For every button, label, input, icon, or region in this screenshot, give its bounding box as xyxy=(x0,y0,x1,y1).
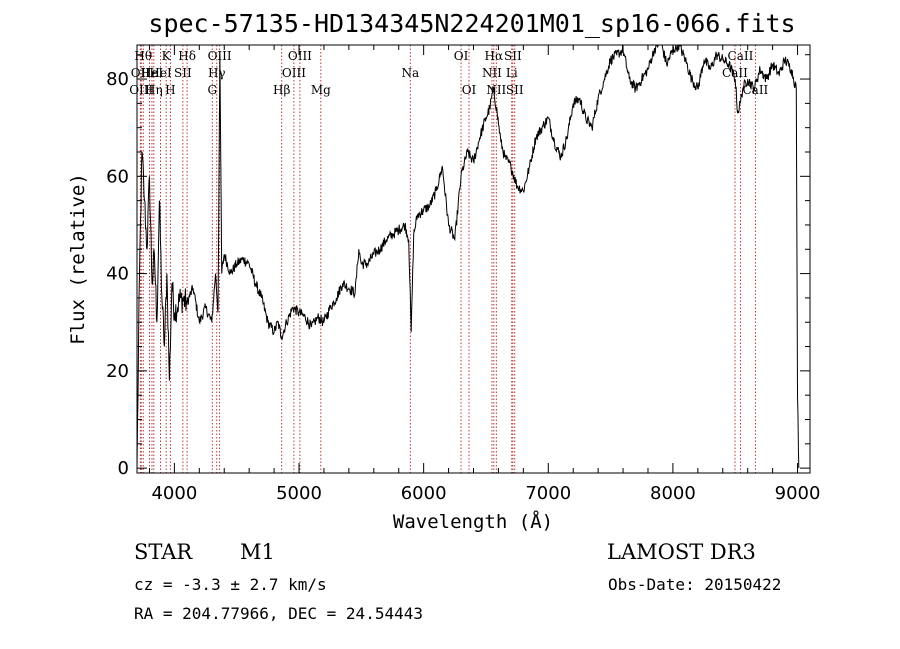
spectral-line-label: Hβ xyxy=(273,83,290,97)
x-axis-label: Wavelength (Å) xyxy=(393,510,553,533)
spectral-line-label: Li xyxy=(506,66,518,80)
y-tick-label: 80 xyxy=(106,69,129,90)
x-axis: 4000 5000 6000 7000 8000 9000 xyxy=(148,45,821,504)
x-tick-label: 9000 xyxy=(775,483,821,504)
spectral-line-label: HeI xyxy=(149,66,172,80)
y-tick-label: 60 xyxy=(106,166,129,187)
spectral-line-label: SII xyxy=(174,66,192,80)
y-tick-label: 20 xyxy=(106,361,129,382)
redshift-velocity: cz = -3.3 ± 2.7 km/s xyxy=(134,575,327,594)
spectral-line-label: K xyxy=(162,49,172,63)
spectrum-line xyxy=(136,44,800,469)
spectral-line-label: SII xyxy=(504,49,522,63)
spectral-line-label: Hε xyxy=(141,66,158,80)
spectral-line-label: NII xyxy=(482,66,502,80)
spectral-line-label: NII xyxy=(486,83,506,97)
observation-date: Obs-Date: 20150422 xyxy=(608,575,781,594)
x-tick-label: 6000 xyxy=(401,483,447,504)
spectral-line-label: CaII xyxy=(742,83,768,97)
x-tick-label: 8000 xyxy=(650,483,696,504)
spectral-line-label: CaII xyxy=(728,49,754,63)
spectral-line-label: SII xyxy=(506,83,524,97)
plot-area: 4000 5000 6000 7000 8000 9000 0 20 40 60 80 Hθ OII… xyxy=(106,44,821,504)
spectral-line-label: OIII xyxy=(208,49,232,63)
spectral-line-label: Hγ xyxy=(208,66,226,80)
spectral-line-label: OI xyxy=(462,83,477,97)
spectral-line-label: Na xyxy=(401,66,419,80)
spectral-line-label: Hδ xyxy=(178,49,196,63)
spectral-line-label: CaII xyxy=(722,66,748,80)
spectral-line-label: Hα xyxy=(485,49,504,63)
spectral-line-label: OII xyxy=(131,66,151,80)
object-subclass: M1 xyxy=(240,540,275,564)
survey-name: LAMOST DR3 xyxy=(607,540,756,564)
spectral-line-label: Hη xyxy=(145,83,163,97)
x-tick-label: 4000 xyxy=(151,483,197,504)
spectral-line-markers xyxy=(139,45,756,473)
chart-title: spec-57135-HD134345N224201M01_sp16-066.f… xyxy=(148,9,795,38)
y-tick-label: 0 xyxy=(118,458,129,479)
x-tick-label: 5000 xyxy=(276,483,322,504)
spectral-line-label: OI xyxy=(454,49,469,63)
x-tick-label: 7000 xyxy=(525,483,571,504)
spectral-line-label: HeI xyxy=(141,66,164,80)
spectral-line-label: H xyxy=(165,83,175,97)
spectral-line-label: OIII xyxy=(282,66,306,80)
y-tick-label: 40 xyxy=(106,264,129,285)
spectral-line-label: Mg xyxy=(311,83,331,97)
spectral-line-label: OIII xyxy=(288,49,312,63)
spectral-line-label: OIII xyxy=(129,83,153,97)
y-axis-label: Flux (relative) xyxy=(67,173,89,345)
spectral-line-label: G xyxy=(207,83,217,97)
y-axis: 0 20 40 60 80 xyxy=(106,54,810,479)
object-type: STAR xyxy=(134,540,193,564)
spectral-line-label: Hθ xyxy=(134,49,152,63)
coordinates: RA = 204.77966, DEC = 24.54443 xyxy=(134,604,423,623)
